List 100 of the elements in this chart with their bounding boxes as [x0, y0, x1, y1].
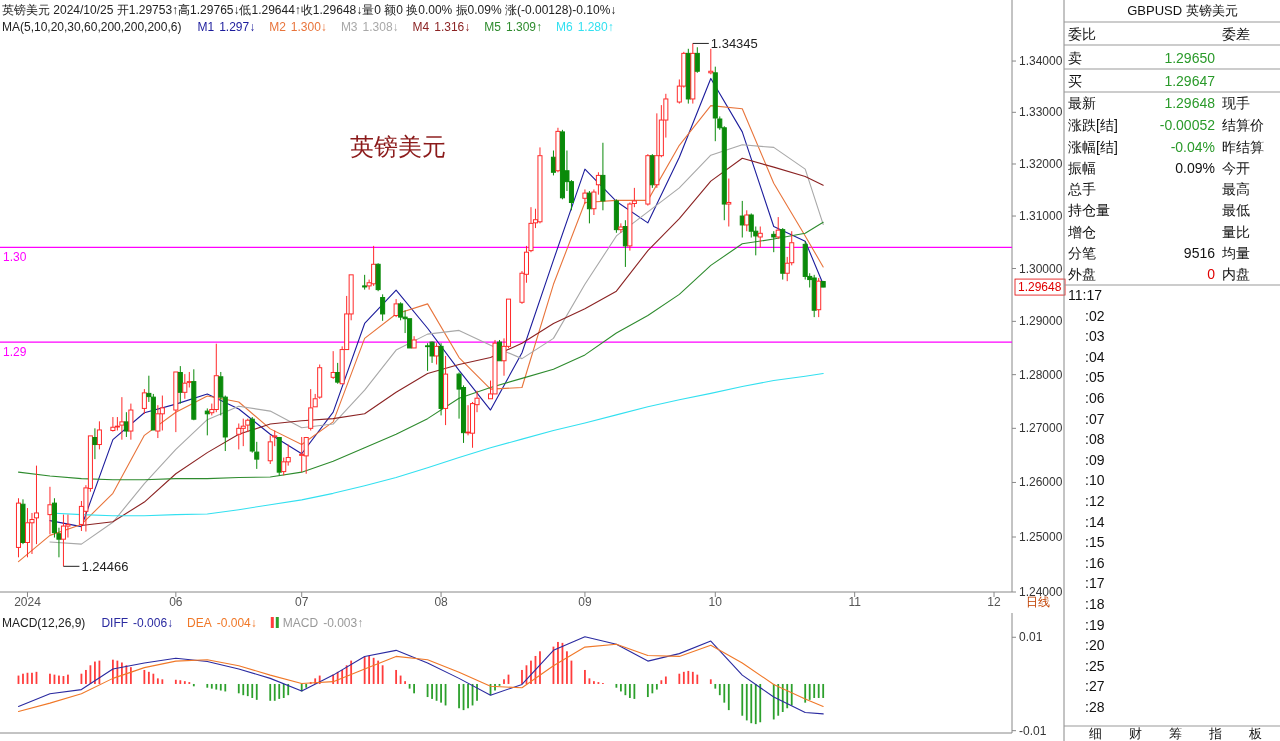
text: 振幅	[1068, 160, 1096, 176]
text: GBPUSD 英镑美元	[1127, 3, 1238, 18]
text: :12	[1085, 493, 1105, 509]
text: :04	[1085, 348, 1105, 365]
y-tick-label: 1.26000	[1019, 475, 1063, 490]
text: 委比	[1068, 26, 1096, 42]
annotation: -0.006↓	[133, 616, 174, 630]
text: :17	[1085, 575, 1105, 592]
text: :19	[1085, 616, 1105, 633]
y-tick-label: 1.34000	[1019, 54, 1063, 69]
text: 11:17	[1068, 287, 1103, 303]
ref-line-label: 1.29	[3, 345, 27, 360]
text: 外盘	[1068, 266, 1096, 282]
text: :14	[1085, 513, 1105, 530]
text: DIFF	[101, 616, 129, 630]
text: 指	[1207, 726, 1222, 741]
text: M5	[484, 20, 502, 34]
text: 最高	[1222, 181, 1250, 197]
text: 1.29648	[1164, 95, 1216, 111]
annotation: 1.24466	[81, 559, 129, 575]
x-tick-label: 07	[295, 595, 309, 609]
text: 内盘	[1222, 266, 1250, 282]
y-tick-label: -0.01	[1019, 723, 1047, 738]
text: M1	[197, 20, 215, 34]
text: 委差	[1222, 26, 1250, 42]
text: 总手	[1067, 181, 1096, 197]
text: 财	[1128, 726, 1142, 741]
x-tick-label: 11	[848, 595, 862, 609]
text: 买	[1068, 73, 1082, 89]
text: 1.29648	[1018, 280, 1062, 295]
text: -0.04%	[1170, 139, 1215, 155]
x-tick-label: 08	[434, 595, 449, 609]
text: :15	[1085, 534, 1105, 551]
annotation: -0.004↓	[216, 616, 257, 630]
y-tick-label: 1.25000	[1019, 530, 1063, 545]
x-tick-label: 09	[578, 595, 592, 609]
text: M2	[269, 20, 287, 34]
text: 最低	[1222, 202, 1250, 218]
text: :20	[1085, 637, 1105, 654]
annotation: -0.003↑	[323, 616, 364, 630]
text: :07	[1085, 410, 1105, 427]
annotation: 1.300↓	[290, 20, 327, 34]
text: 细	[1088, 726, 1102, 741]
y-tick-label: 0.01	[1019, 630, 1043, 645]
text: 涨跌[结]	[1068, 117, 1118, 133]
text: 最新	[1068, 95, 1096, 111]
text: :25	[1085, 657, 1105, 674]
text: 0.09%	[1175, 160, 1215, 176]
text: 板	[1247, 726, 1262, 741]
y-tick-label: 1.30000	[1019, 261, 1063, 276]
text: :05	[1085, 369, 1105, 386]
ref-line-label: 1.30	[3, 250, 27, 265]
annotation: 1.297↓	[219, 20, 256, 34]
annotation: 1.280↑	[577, 20, 614, 34]
text: M3	[340, 20, 358, 34]
text: 结算价	[1222, 117, 1264, 133]
text: :27	[1085, 678, 1105, 695]
text: 增仓	[1067, 224, 1096, 240]
text: 分笔	[1068, 245, 1096, 261]
y-tick-label: 1.28000	[1019, 367, 1063, 382]
text: 现手	[1222, 95, 1250, 111]
y-tick-label: 1.29000	[1019, 314, 1063, 329]
text: 1.29650	[1164, 50, 1216, 66]
legend-title: MA(5,10,20,30,60,200,200,200,6)	[2, 20, 182, 34]
text: :02	[1085, 307, 1105, 324]
x-tick-label: 2024	[14, 595, 42, 609]
legend-title: MACD(12,26,9)	[2, 616, 86, 630]
y-tick-label: 1.32000	[1019, 156, 1063, 171]
text: 1.29647	[1164, 73, 1216, 89]
text: :10	[1085, 472, 1105, 489]
text: M6	[555, 20, 573, 34]
chart-subtitle: 英镑美元 2024/10/25 开1.29753↑高1.29765↓低1.29644↑收1.29648↓量0 额0 换0.00% 振0.09% 涨(-0.00128)-0.10%↓	[2, 3, 617, 17]
text: 9516	[1183, 245, 1216, 261]
text: 持仓量	[1068, 202, 1110, 218]
text: -0.00052	[1159, 117, 1216, 133]
text: 卖	[1068, 50, 1082, 66]
text: 昨结算	[1222, 139, 1264, 155]
text: 英镑美元	[350, 133, 446, 160]
text: :09	[1085, 451, 1105, 468]
annotation: 1.309↑	[505, 20, 542, 34]
annotation: 1.308↓	[362, 20, 399, 34]
text: 0	[1207, 266, 1216, 282]
y-tick-label: 1.27000	[1019, 421, 1063, 436]
text: 量比	[1222, 224, 1250, 240]
text: 筹	[1168, 726, 1182, 741]
text: :16	[1085, 554, 1105, 571]
text: :06	[1085, 390, 1105, 406]
annotation: 1.34345	[710, 36, 758, 52]
y-tick-label: 1.33000	[1019, 105, 1063, 120]
legend-label: MACD	[282, 616, 319, 630]
text: M4	[412, 20, 430, 34]
x-tick-label: 12	[987, 595, 1002, 609]
text: :03	[1085, 328, 1105, 345]
x-tick-label: 06	[169, 595, 183, 609]
text: 今开	[1222, 160, 1250, 176]
text: :08	[1085, 431, 1105, 448]
text: DEA	[187, 616, 212, 630]
text: 均量	[1221, 245, 1250, 261]
text: :28	[1085, 699, 1105, 715]
annotation: 1.316↓	[434, 20, 471, 34]
